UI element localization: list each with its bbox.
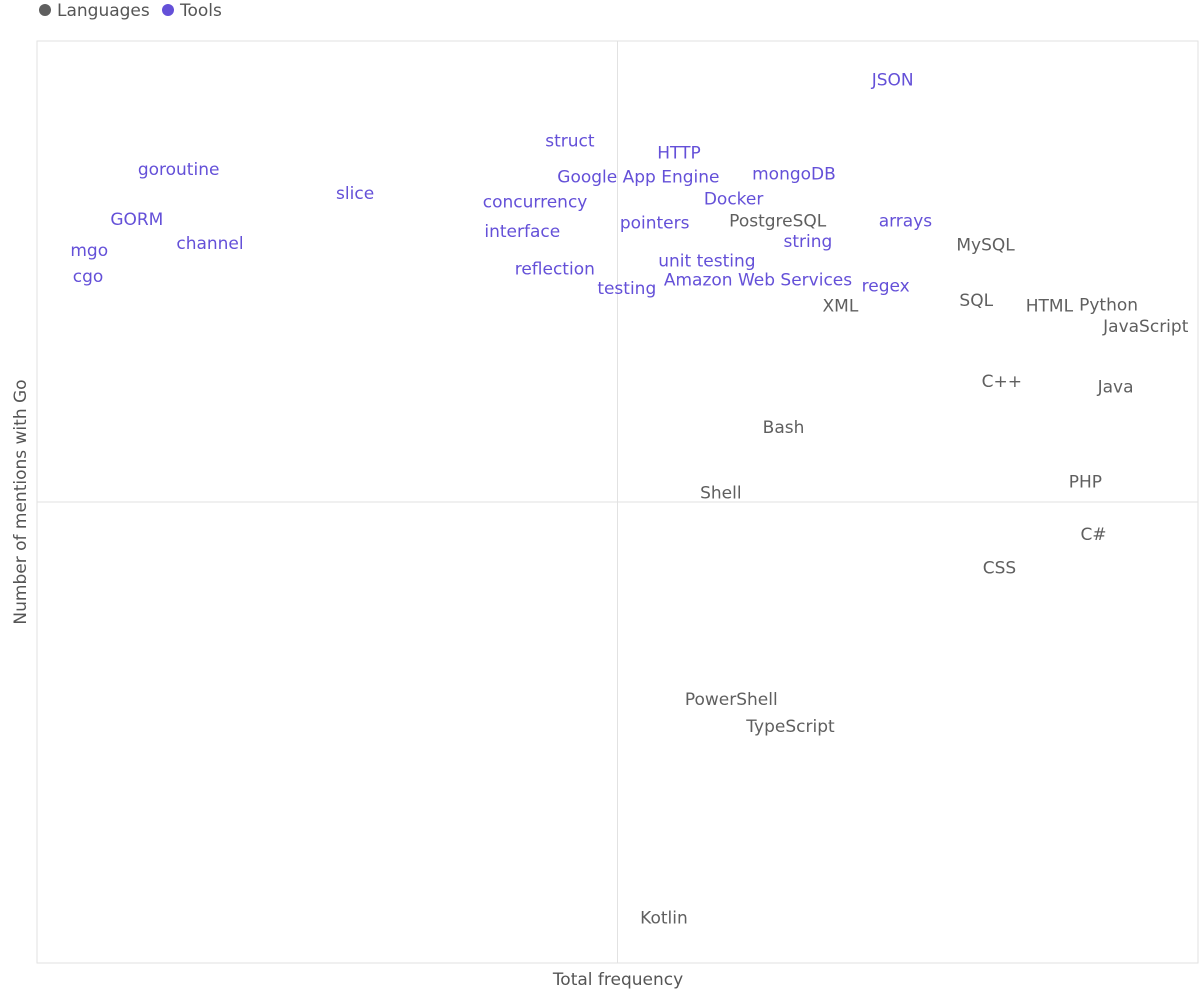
word-http: HTTP [657, 143, 701, 163]
word-goroutine: goroutine [138, 160, 220, 180]
legend: Languages Tools [39, 1, 222, 21]
word-kotlin: Kotlin [640, 909, 688, 929]
word-slice: slice [336, 184, 374, 204]
word-reflection: reflection [515, 260, 595, 280]
word-testing: testing [597, 279, 656, 299]
word-powershell: PowerShell [685, 690, 778, 710]
word-java: Java [1097, 378, 1134, 398]
word-json: JSON [871, 71, 914, 91]
word-labels: JSON struct HTTP goroutine Google App Engine… [70, 71, 1188, 929]
word-channel: channel [176, 234, 243, 254]
word-interface: interface [484, 222, 560, 242]
word-typescript: TypeScript [745, 717, 835, 737]
word-pointers: pointers [620, 214, 690, 234]
word-amazon-web-services: Amazon Web Services [664, 271, 852, 291]
word-arrays: arrays [879, 212, 933, 232]
word-csharp: C# [1080, 525, 1106, 545]
word-html: HTML [1026, 297, 1074, 317]
word-css: CSS [983, 558, 1016, 578]
word-struct: struct [545, 131, 595, 151]
word-bash: Bash [763, 418, 805, 438]
y-axis-title: Number of mentions with Go [11, 379, 31, 624]
word-mongodb: mongoDB [752, 165, 836, 185]
legend-tools-marker [162, 4, 174, 16]
word-python: Python [1079, 296, 1138, 316]
word-xml: XML [823, 297, 859, 317]
word-php: PHP [1069, 473, 1102, 493]
legend-languages-marker [39, 4, 51, 16]
word-concurrency: concurrency [483, 192, 588, 212]
word-javascript: JavaScript [1102, 317, 1189, 337]
word-mgo: mgo [70, 241, 108, 261]
word-shell: Shell [700, 484, 741, 504]
word-cplusplus: C++ [982, 372, 1022, 392]
x-axis-title: Total frequency [552, 970, 683, 990]
word-unit-testing: unit testing [658, 251, 755, 271]
legend-tools-label: Tools [179, 1, 222, 21]
word-gorm: GORM [110, 210, 163, 230]
word-postgresql: PostgreSQL [729, 212, 827, 232]
word-docker: Docker [704, 190, 764, 210]
word-mysql: MySQL [956, 236, 1015, 256]
word-google-app-engine: Google App Engine [557, 167, 719, 187]
word-cgo: cgo [73, 267, 104, 287]
word-string: string [783, 232, 832, 252]
word-regex: regex [862, 276, 910, 296]
word-sql: SQL [959, 291, 993, 311]
legend-languages-label: Languages [57, 1, 150, 21]
